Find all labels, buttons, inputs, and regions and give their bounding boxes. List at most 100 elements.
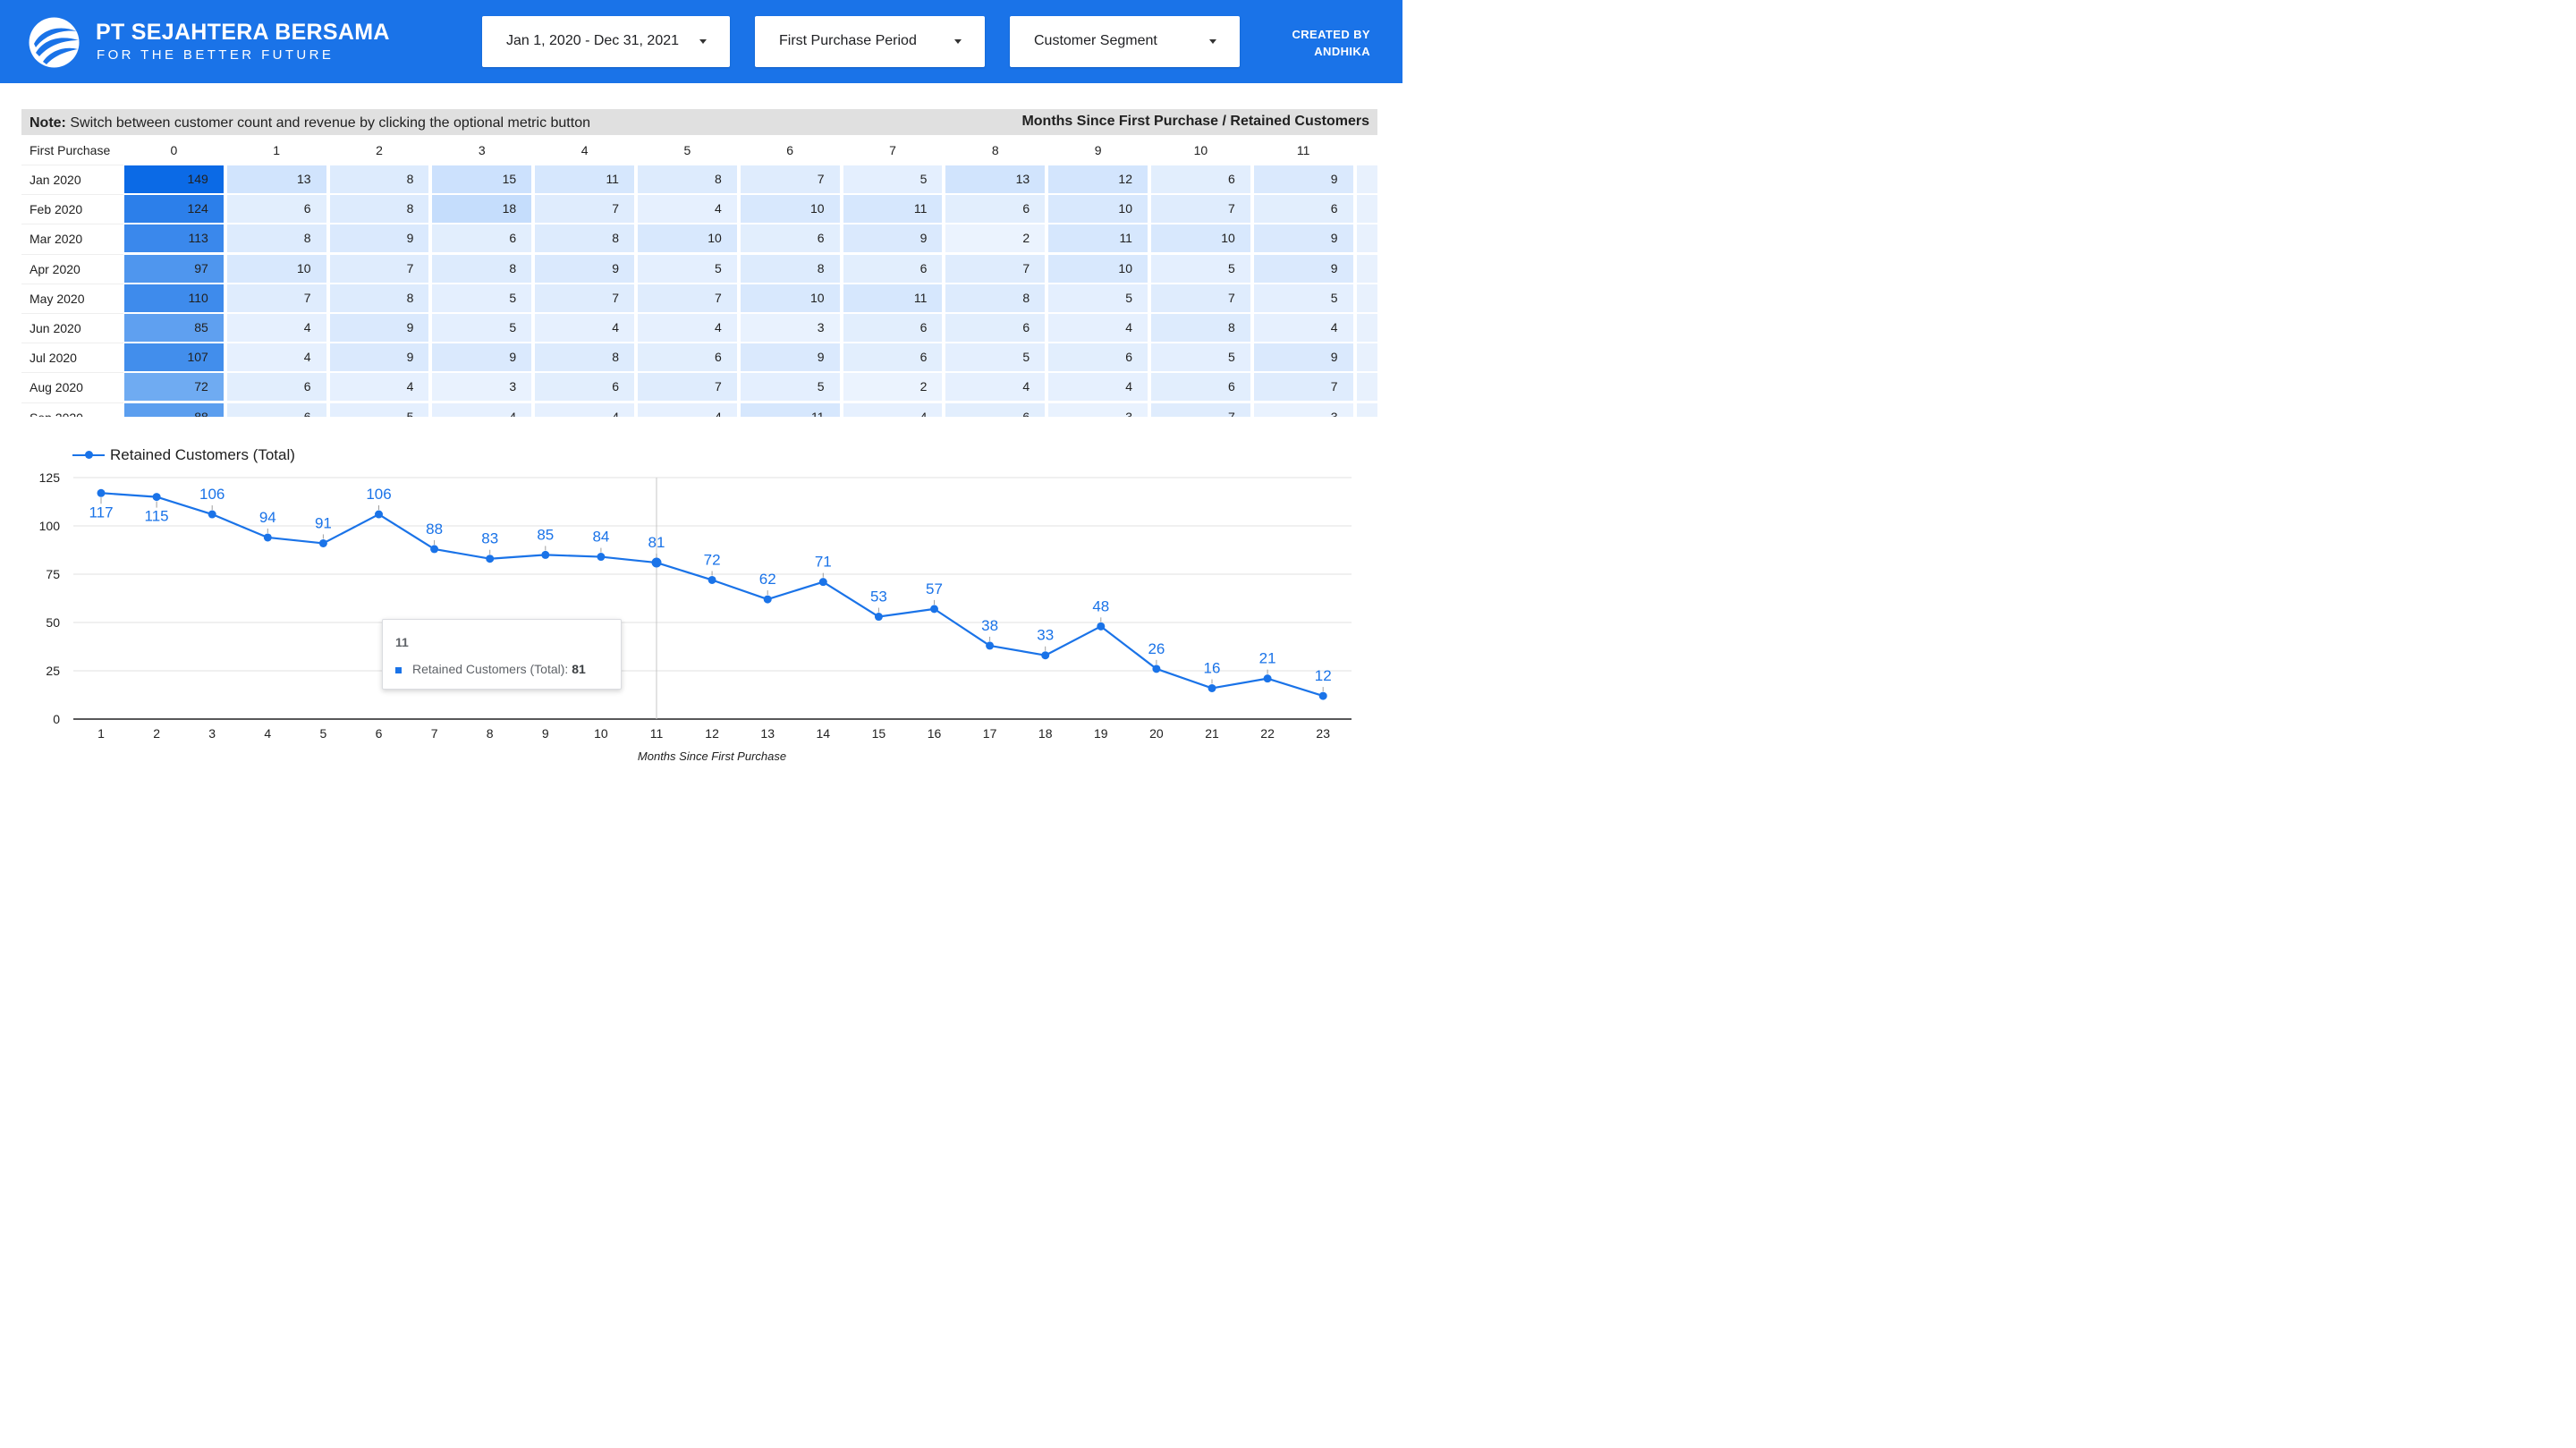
cohort-cell[interactable]: 11 — [535, 165, 634, 193]
cohort-cell[interactable]: 113 — [124, 224, 224, 253]
cohort-cell[interactable]: 9 — [329, 224, 429, 253]
cohort-cell[interactable]: 8 — [535, 343, 634, 372]
cohort-cell[interactable]: 7 — [638, 284, 737, 312]
cohort-cell[interactable]: 9 — [329, 314, 429, 342]
cohort-cell[interactable]: 6 — [535, 373, 634, 402]
cohort-cell[interactable]: 4 — [1048, 314, 1148, 342]
cohort-cell[interactable]: 4 — [843, 402, 943, 417]
cohort-cell[interactable]: 4 — [226, 314, 326, 342]
cohort-cell[interactable]: 8 — [432, 254, 532, 283]
customer-segment-filter[interactable]: Customer Segment — [1010, 16, 1240, 67]
cohort-cell[interactable]: 6 — [226, 402, 326, 417]
cohort-cell[interactable]: 88 — [124, 402, 224, 417]
cohort-cell[interactable]: 6 — [945, 314, 1046, 342]
cohort-cell[interactable]: 97 — [124, 254, 224, 283]
cohort-cell[interactable]: 85 — [124, 314, 224, 342]
cohort-cell[interactable]: 4 — [1048, 373, 1148, 402]
cohort-cell[interactable]: 5 — [638, 254, 737, 283]
cohort-cell[interactable]: 9 — [1253, 254, 1353, 283]
cohort-cell[interactable]: 5 — [843, 165, 943, 193]
cohort-cell[interactable]: 124 — [124, 195, 224, 224]
cohort-cell[interactable]: 13 — [945, 165, 1046, 193]
cohort-cell[interactable]: 7 — [638, 373, 737, 402]
cohort-cell[interactable]: 4 — [945, 373, 1046, 402]
cohort-cell[interactable]: 5 — [1253, 284, 1353, 312]
cohort-cell[interactable]: 3 — [1048, 402, 1148, 417]
cohort-cell[interactable]: 11 — [843, 284, 943, 312]
cohort-cell[interactable]: 6 — [1253, 195, 1353, 224]
cohort-cell[interactable]: 6 — [843, 254, 943, 283]
cohort-cell[interactable]: 8 — [329, 165, 429, 193]
cohort-cell[interactable]: 12 — [1048, 165, 1148, 193]
cohort-cell[interactable]: 7 — [329, 254, 429, 283]
cohort-cell[interactable]: 3 — [740, 314, 840, 342]
cohort-cell[interactable]: 7 — [740, 165, 840, 193]
cohort-cell[interactable]: 8 — [535, 224, 634, 253]
cohort-cell[interactable]: 7 — [1253, 373, 1353, 402]
cohort-cell[interactable]: 9 — [535, 254, 634, 283]
cohort-cell[interactable]: 2 — [945, 224, 1046, 253]
cohort-cell[interactable]: 5 — [329, 402, 429, 417]
cohort-cell[interactable]: 7 — [1151, 195, 1250, 224]
cohort-cell[interactable]: 10 — [1048, 195, 1148, 224]
cohort-cell[interactable]: 9 — [329, 343, 429, 372]
cohort-cell[interactable]: 4 — [638, 314, 737, 342]
cohort-cell[interactable]: 4 — [329, 373, 429, 402]
cohort-cell[interactable]: 6 — [226, 373, 326, 402]
cohort-cell[interactable]: 8 — [1151, 314, 1250, 342]
cohort-cell[interactable]: 5 — [945, 343, 1046, 372]
cohort-cell[interactable]: 4 — [535, 314, 634, 342]
cohort-cell[interactable]: 6 — [1048, 343, 1148, 372]
cohort-cell[interactable]: 4 — [1253, 314, 1353, 342]
cohort-cell[interactable]: 7 — [535, 195, 634, 224]
cohort-cell[interactable]: 9 — [1253, 165, 1353, 193]
cohort-cell[interactable]: 6 — [945, 195, 1046, 224]
cohort-cell[interactable]: 5 — [432, 284, 532, 312]
cohort-cell[interactable]: 10 — [740, 284, 840, 312]
cohort-cell[interactable]: 11 — [843, 195, 943, 224]
cohort-cell[interactable]: 6 — [740, 224, 840, 253]
cohort-cell[interactable]: 9 — [843, 224, 943, 253]
cohort-cell[interactable]: 9 — [740, 343, 840, 372]
cohort-cell[interactable]: 149 — [124, 165, 224, 193]
cohort-cell[interactable]: 8 — [226, 224, 326, 253]
cohort-cell[interactable]: 9 — [432, 343, 532, 372]
first-purchase-period-filter[interactable]: First Purchase Period — [755, 16, 985, 67]
cohort-cell[interactable]: 7 — [945, 254, 1046, 283]
cohort-cell[interactable]: 5 — [740, 373, 840, 402]
cohort-cell[interactable]: 3 — [1253, 402, 1353, 417]
cohort-cell[interactable]: 8 — [740, 254, 840, 283]
cohort-cell[interactable]: 10 — [638, 224, 737, 253]
cohort-cell[interactable]: 18 — [432, 195, 532, 224]
cohort-cell[interactable]: 10 — [1151, 224, 1250, 253]
cohort-cell[interactable]: 9 — [1253, 343, 1353, 372]
cohort-cell[interactable]: 8 — [638, 165, 737, 193]
cohort-cell[interactable]: 5 — [432, 314, 532, 342]
cohort-cell[interactable]: 10 — [740, 195, 840, 224]
cohort-cell[interactable]: 4 — [432, 402, 532, 417]
cohort-cell[interactable]: 4 — [638, 195, 737, 224]
cohort-cell[interactable]: 15 — [432, 165, 532, 193]
cohort-cell[interactable]: 6 — [843, 343, 943, 372]
cohort-cell[interactable]: 6 — [638, 343, 737, 372]
cohort-cell[interactable]: 11 — [740, 402, 840, 417]
cohort-cell[interactable]: 7 — [1151, 402, 1250, 417]
cohort-table[interactable]: First Purchase 0 1 2 3 4 5 6 7 8 9 10 11 Jan 2020 149 1… — [21, 135, 1377, 417]
cohort-cell[interactable]: 13 — [226, 165, 326, 193]
cohort-cell[interactable]: 9 — [1253, 224, 1353, 253]
cohort-cell[interactable]: 8 — [945, 284, 1046, 312]
cohort-cell[interactable]: 7 — [226, 284, 326, 312]
cohort-cell[interactable]: 10 — [1048, 254, 1148, 283]
cohort-cell[interactable]: 6 — [1151, 373, 1250, 402]
cohort-cell[interactable]: 5 — [1151, 254, 1250, 283]
cohort-cell[interactable]: 6 — [843, 314, 943, 342]
cohort-cell[interactable]: 72 — [124, 373, 224, 402]
cohort-cell[interactable]: 3 — [432, 373, 532, 402]
cohort-cell[interactable]: 8 — [329, 195, 429, 224]
cohort-cell[interactable]: 4 — [535, 402, 634, 417]
cohort-cell[interactable]: 6 — [432, 224, 532, 253]
cohort-cell[interactable]: 6 — [226, 195, 326, 224]
cohort-cell[interactable]: 5 — [1048, 284, 1148, 312]
cohort-cell[interactable]: 7 — [1151, 284, 1250, 312]
